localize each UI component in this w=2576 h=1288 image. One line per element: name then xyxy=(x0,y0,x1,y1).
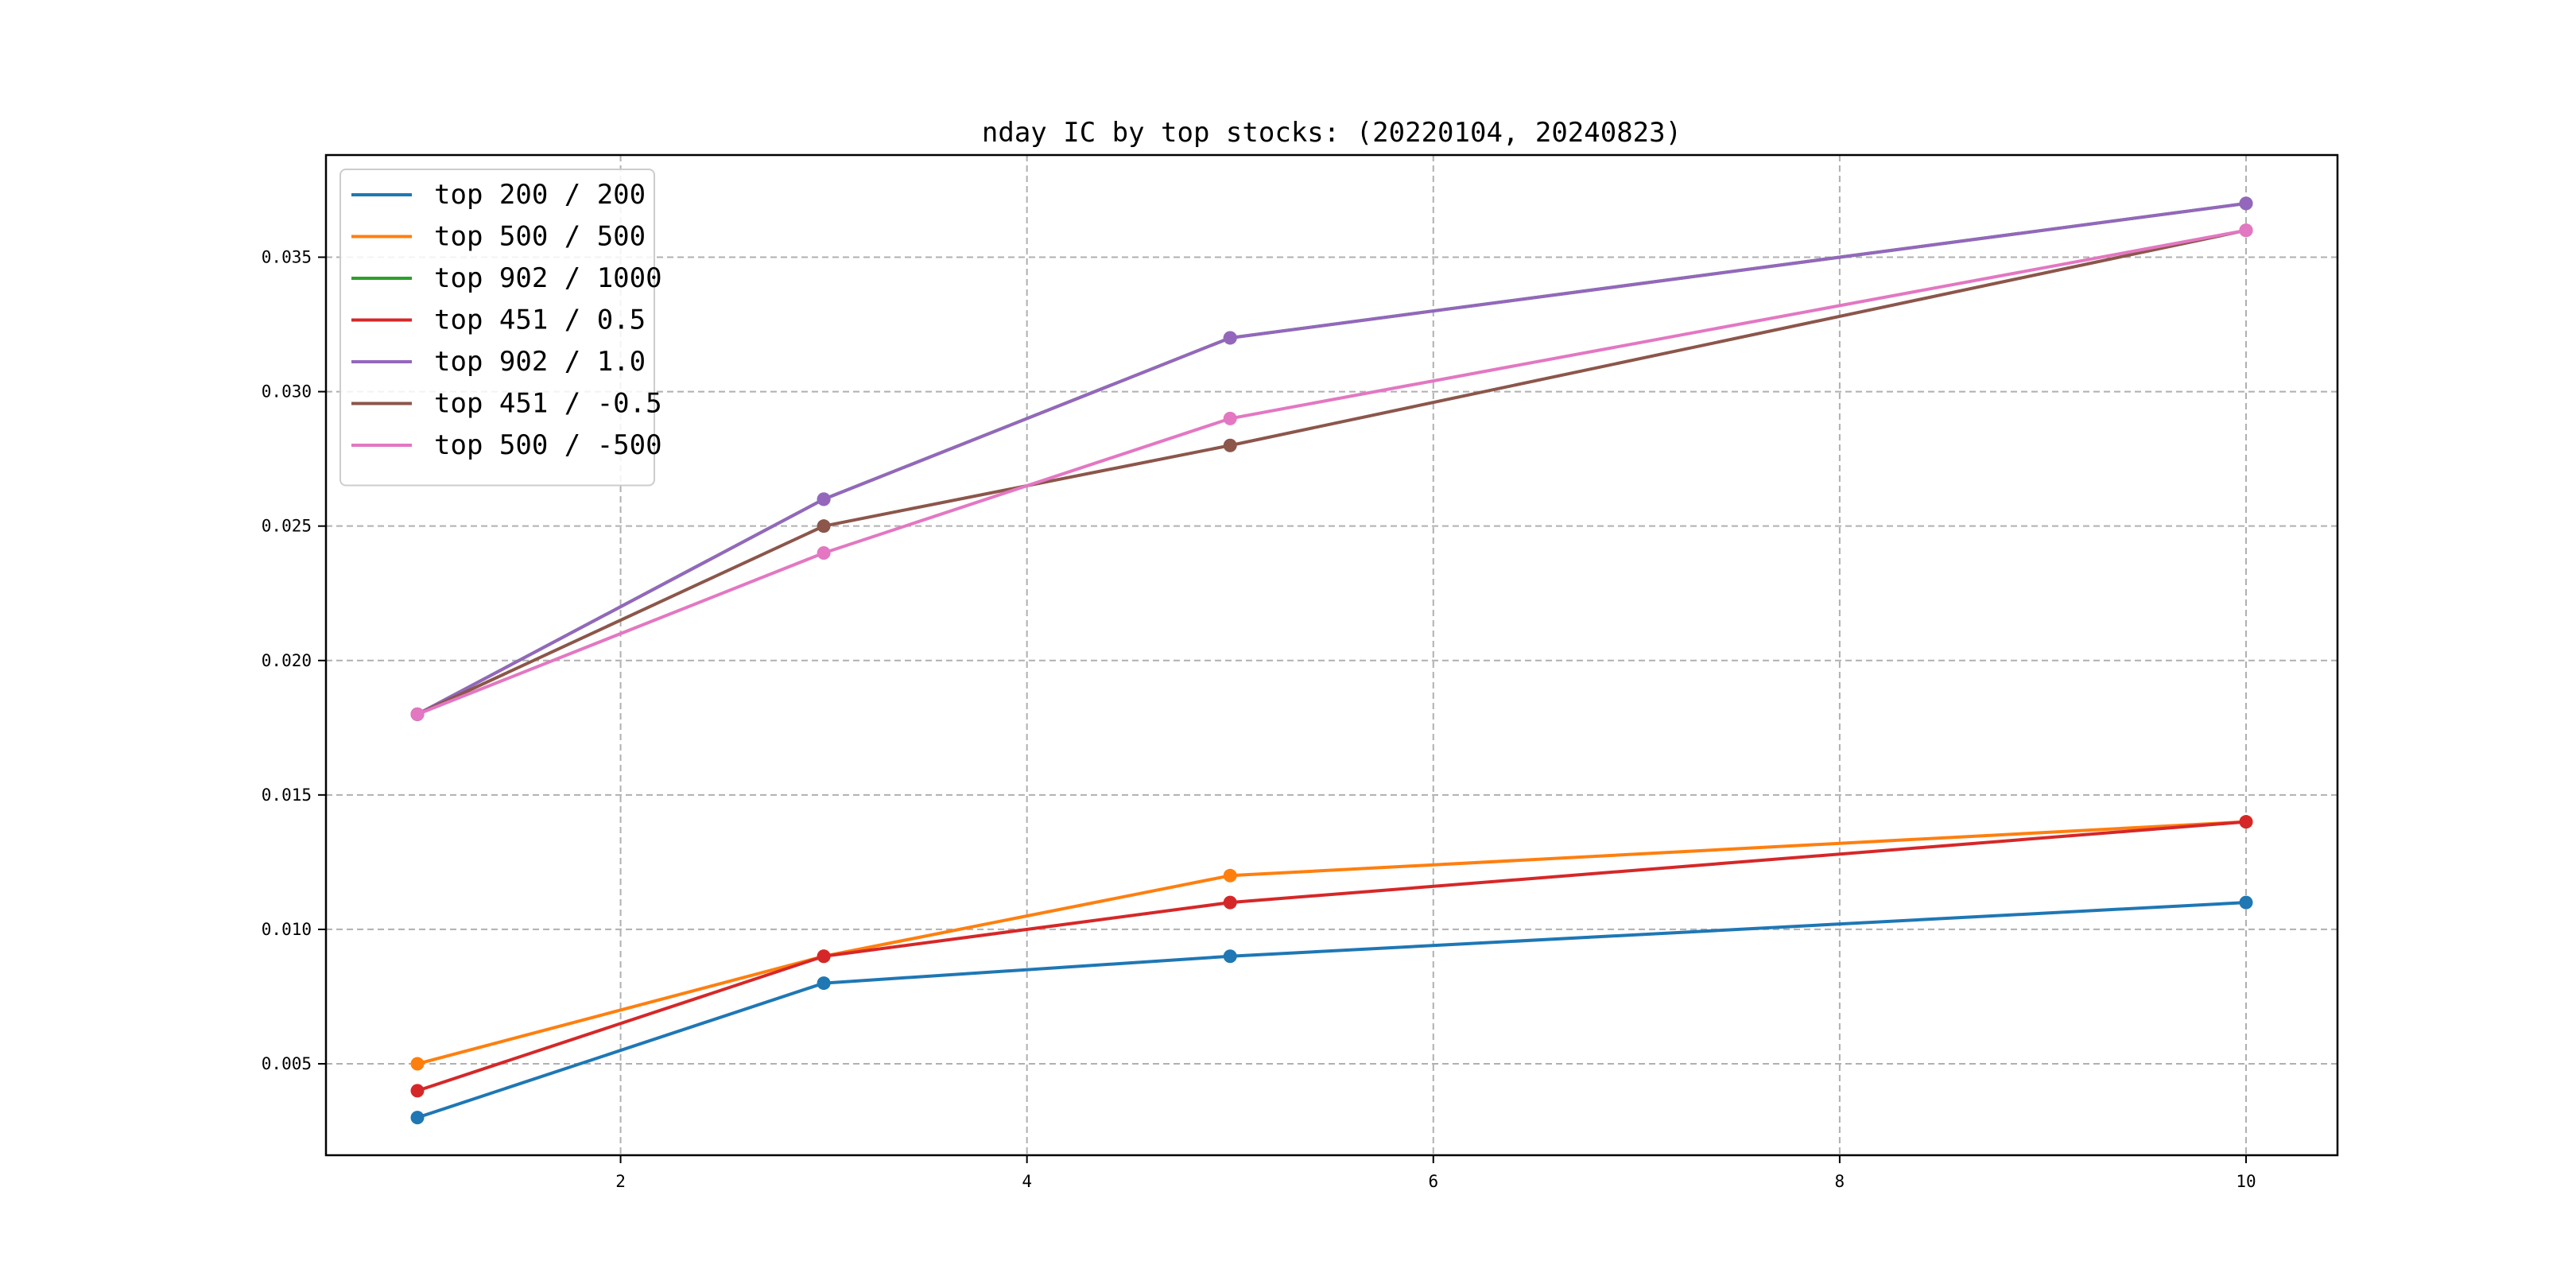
data-point xyxy=(410,1111,425,1125)
series-line xyxy=(417,228,2247,716)
legend-label: top 451 / 0.5 xyxy=(434,305,646,336)
legend-label: top 902 / 1000 xyxy=(434,262,662,294)
series-4 xyxy=(410,815,2253,1098)
legend-entry: top 902 / 1000 xyxy=(351,262,662,294)
data-point xyxy=(1223,438,1237,452)
plot-area-frame xyxy=(324,153,2339,1157)
series-line xyxy=(417,901,2247,1119)
legend-label: top 451 / -0.5 xyxy=(434,388,662,420)
data-point xyxy=(410,1084,425,1098)
data-point xyxy=(1223,949,1237,964)
legend-label: top 500 / 500 xyxy=(434,221,646,253)
data-point xyxy=(817,519,831,533)
legend-entry: top 902 / 1.0 xyxy=(351,346,646,378)
data-point xyxy=(817,949,831,964)
legend-entry: top 451 / 0.5 xyxy=(351,305,646,336)
legend-entry: top 200 / 200 xyxy=(351,179,646,211)
legend-entry: top 500 / -500 xyxy=(351,429,662,461)
y-tick-label: 0.035 xyxy=(262,248,312,267)
data-point xyxy=(817,976,831,991)
legend: top 200 / 200 top 500 / 500 top 902 / 1000… xyxy=(339,169,662,487)
grid-lines xyxy=(326,155,2337,1155)
y-tick-label: 0.015 xyxy=(262,786,312,805)
y-tick-label: 0.030 xyxy=(262,382,312,402)
legend-entry: top 500 / 500 xyxy=(351,221,646,253)
legend-box xyxy=(339,169,655,487)
series-line xyxy=(417,820,2247,1092)
data-point xyxy=(1223,895,1237,910)
y-tick-label: 0.025 xyxy=(262,517,312,536)
series-lines xyxy=(410,196,2253,1125)
data-point xyxy=(2239,815,2253,829)
y-tick-label: 0.005 xyxy=(262,1054,312,1073)
series-1 xyxy=(410,895,2253,1125)
data-point xyxy=(2239,223,2253,238)
data-point xyxy=(410,1057,425,1071)
x-tick-label: 6 xyxy=(1428,1172,1438,1191)
data-point xyxy=(817,545,831,560)
chart-title: nday IC by top stocks: (20220104, 202408… xyxy=(982,117,1682,149)
x-tick-label: 4 xyxy=(1022,1172,1032,1191)
series-7 xyxy=(410,223,2253,721)
data-point xyxy=(2239,895,2253,910)
data-point xyxy=(410,707,425,721)
legend-entry: top 451 / -0.5 xyxy=(351,388,662,420)
series-line xyxy=(417,820,2247,1065)
data-point xyxy=(1223,868,1237,883)
axis-ticks: 2 4 6 8 10 0.005 0.010 0.015 0.020 0.025 0.030 0.03… xyxy=(262,248,2256,1191)
x-tick-label: 2 xyxy=(615,1172,626,1191)
data-point xyxy=(2239,196,2253,211)
legend-label: top 500 / -500 xyxy=(434,429,662,461)
legend-label: top 200 / 200 xyxy=(434,179,646,211)
x-tick-label: 8 xyxy=(1835,1172,1845,1191)
series-line xyxy=(417,201,2247,716)
data-point xyxy=(1223,331,1237,345)
y-tick-label: 0.010 xyxy=(262,920,312,939)
x-tick-label: 10 xyxy=(2236,1172,2256,1191)
y-tick-label: 0.020 xyxy=(262,651,312,670)
data-point xyxy=(817,492,831,506)
legend-label: top 902 / 1.0 xyxy=(434,346,646,378)
data-point xyxy=(1223,411,1237,425)
